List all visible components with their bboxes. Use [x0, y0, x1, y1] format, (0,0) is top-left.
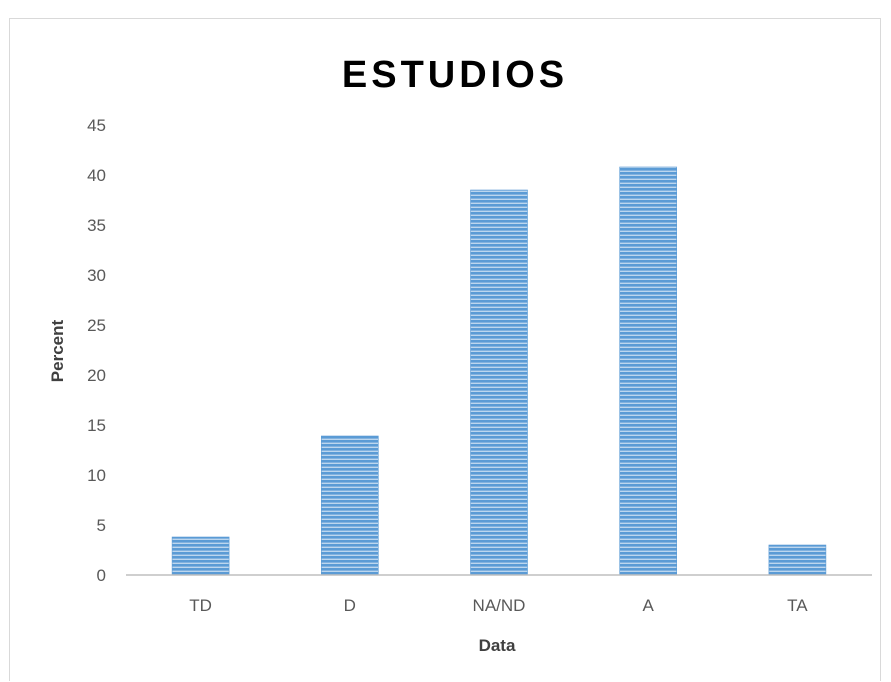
chart-title: ESTUDIOS [342, 54, 568, 96]
bar-a [619, 166, 678, 576]
y-tick-label: 5 [97, 516, 106, 535]
y-tick-label: 25 [87, 316, 106, 335]
y-axis-ticks: 0 5 10 15 20 25 30 35 40 45 [87, 116, 106, 585]
y-axis-label: Percent [48, 319, 67, 382]
x-tick-label: NA/ND [473, 596, 526, 615]
y-tick-label: 35 [87, 216, 106, 235]
x-axis-label: Data [479, 636, 516, 655]
bars [171, 166, 827, 576]
x-axis-ticks: TD D NA/ND A TA [189, 596, 808, 615]
y-tick-label: 0 [97, 566, 106, 585]
y-tick-label: 40 [87, 166, 106, 185]
y-tick-label: 45 [87, 116, 106, 135]
bar-td [171, 536, 230, 576]
chart-frame [9, 18, 881, 681]
bar-na-nd [470, 189, 528, 576]
x-tick-label: D [344, 596, 356, 615]
y-tick-label: 15 [87, 416, 106, 435]
y-tick-label: 30 [87, 266, 106, 285]
x-tick-label: TA [787, 596, 808, 615]
y-tick-label: 20 [87, 366, 106, 385]
x-tick-label: TD [189, 596, 212, 615]
bar-d [320, 435, 379, 576]
x-tick-label: A [643, 596, 655, 615]
y-tick-label: 10 [87, 466, 106, 485]
bar-ta [768, 544, 827, 576]
